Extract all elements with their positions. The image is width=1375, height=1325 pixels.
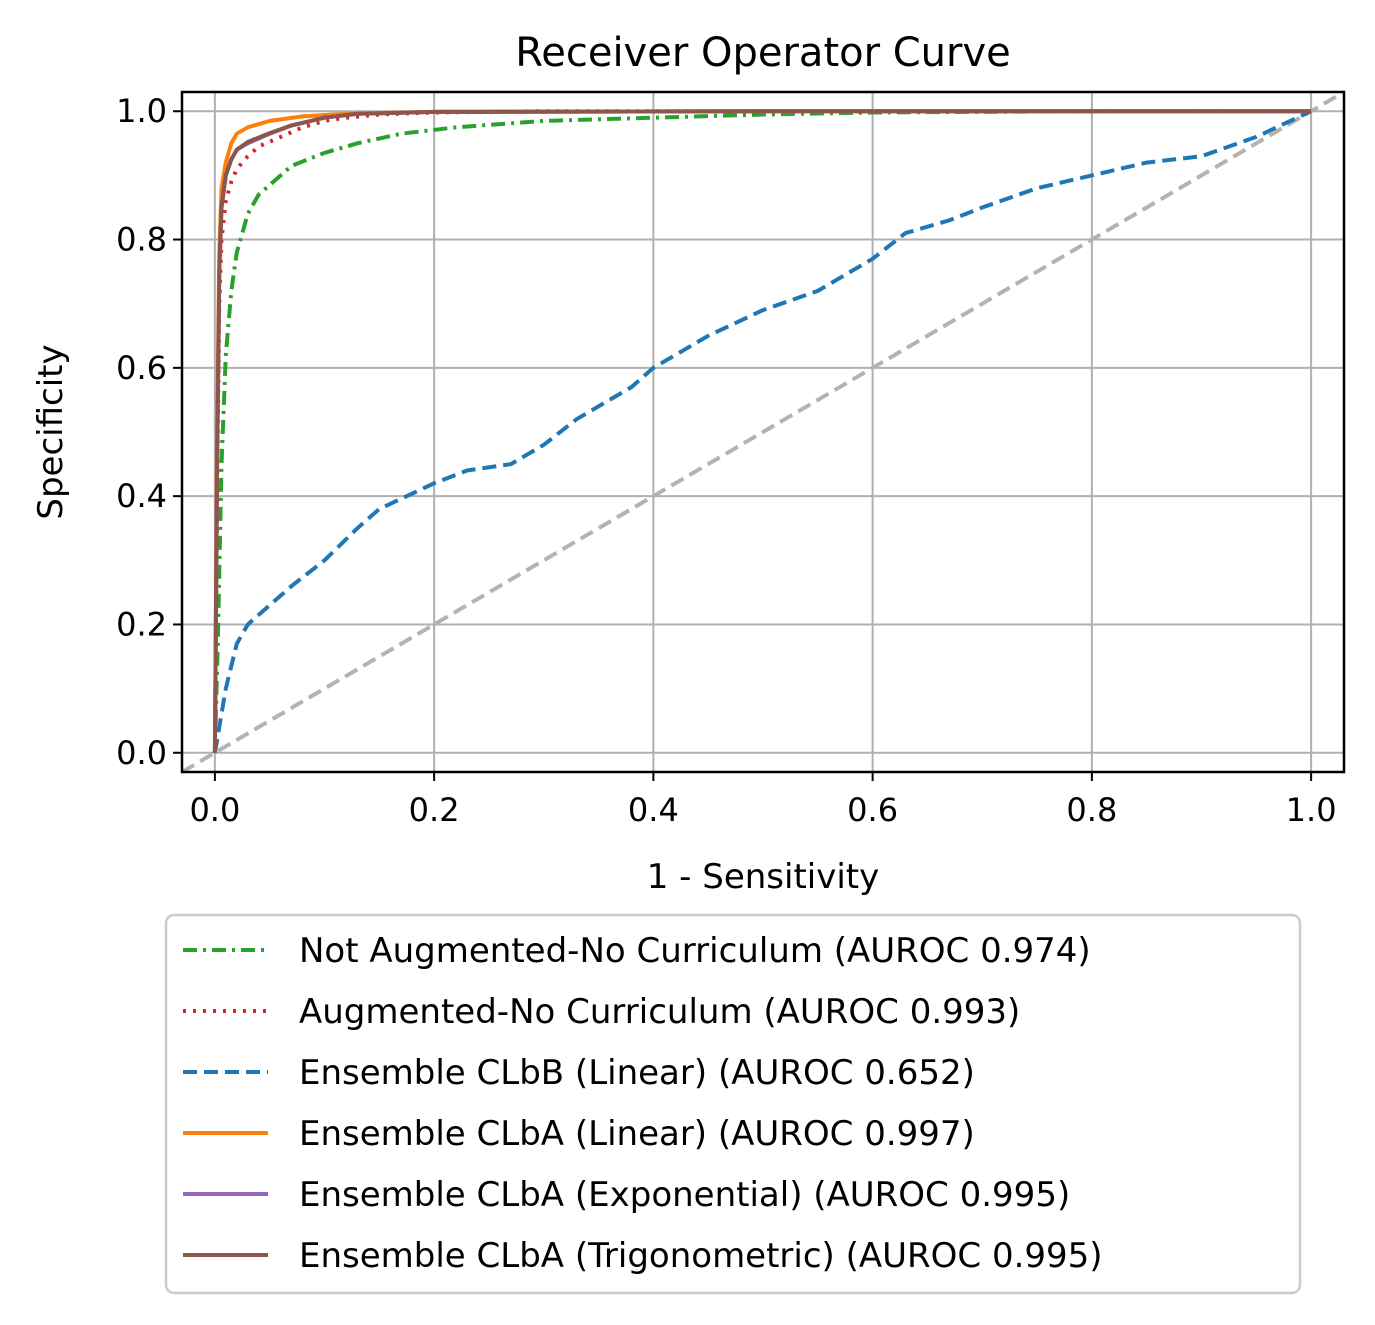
- y-tick-label: 0.0: [116, 734, 167, 772]
- x-tick-label: 0.0: [189, 791, 240, 829]
- x-tick-label: 0.4: [628, 791, 679, 829]
- legend-label: Ensemble CLbA (Linear) (AUROC 0.997): [299, 1114, 975, 1154]
- x-tick-label: 1.0: [1286, 791, 1337, 829]
- series-line: [212, 109, 1312, 753]
- legend-label: Augmented-No Curriculum (AUROC 0.993): [299, 992, 1020, 1032]
- plot-frame: [180, 90, 1346, 774]
- x-axis-label: 1 - Sensitivity: [647, 857, 880, 897]
- legend-box: [164, 913, 1302, 1295]
- legend-items: Not Augmented-No Curriculum (AUROC 0.974…: [183, 931, 1103, 1276]
- legend-label: Ensemble CLbB (Linear) (AUROC 0.652): [299, 1053, 975, 1093]
- diagonal-line: [180, 90, 1346, 774]
- plot-series: [212, 109, 1312, 754]
- y-tick-label: 0.6: [116, 349, 167, 387]
- legend-label: Ensemble CLbA (Trigonometric) (AUROC 0.9…: [299, 1236, 1103, 1276]
- x-axis-ticks: 0.0 0.2 0.4 0.6 0.8 1.0: [189, 772, 1337, 829]
- y-tick-label: 0.4: [116, 477, 167, 515]
- x-tick-label: 0.6: [847, 791, 898, 829]
- x-tick-label: 0.2: [409, 791, 460, 829]
- chart-title: Receiver Operator Curve: [515, 30, 1011, 76]
- chance-diagonal: [180, 90, 1346, 774]
- x-tick-label: 0.8: [1066, 791, 1117, 829]
- legend-label: Not Augmented-No Curriculum (AUROC 0.974…: [299, 931, 1091, 971]
- y-axis-label: Specificity: [31, 344, 71, 519]
- legend: Not Augmented-No Curriculum (AUROC 0.974…: [164, 913, 1302, 1295]
- legend-label: Ensemble CLbA (Exponential) (AUROC 0.995…: [299, 1175, 1070, 1215]
- series-line: [212, 109, 1312, 754]
- series-line: [212, 109, 1312, 753]
- y-tick-label: 0.8: [116, 221, 167, 259]
- y-tick-label: 1.0: [116, 92, 167, 130]
- y-axis-ticks: 0.0 0.2 0.4 0.6 0.8 1.0: [116, 92, 182, 772]
- y-tick-label: 0.2: [116, 605, 167, 643]
